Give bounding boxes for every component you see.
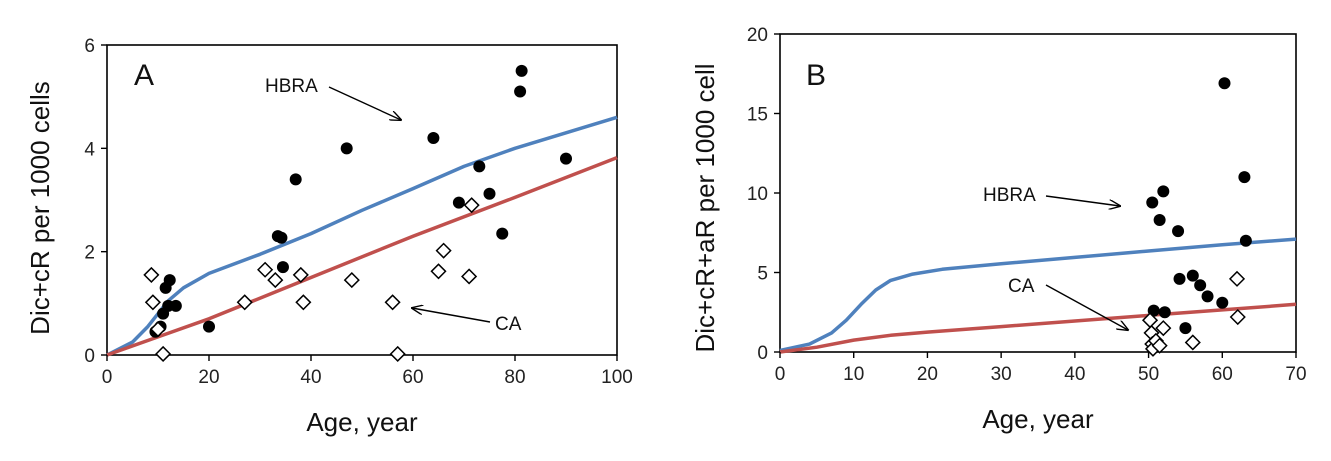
panel-b-x-tick-label: 60: [1212, 364, 1233, 385]
panel-b-y-axis-title: Dic+cR+aR per 1000 cell: [690, 63, 720, 352]
panel-b-hbra-point: [1186, 269, 1199, 282]
panel-a-hbra-point: [276, 261, 289, 274]
panel-a-plot-frame: [106, 44, 618, 356]
panel-a-hbra-point: [483, 187, 496, 200]
panel-a-x-tick-label: 80: [504, 367, 525, 388]
panel-a-x-axis-title: Age, year: [306, 407, 418, 437]
panel-a-hbra-point: [203, 320, 215, 333]
panel-a-y-tick-label: 6: [84, 36, 95, 57]
panel-b-ca-point: [1229, 308, 1246, 326]
panel-a-ca-point: [236, 294, 253, 311]
panel-a-ca-point: [435, 242, 452, 259]
panel-a-hbra-point: [340, 142, 353, 155]
panel-a-hbra-point: [496, 227, 509, 240]
panel-a-x-tick-label: 100: [601, 367, 633, 388]
panel-a-ca-arrow: [412, 308, 491, 323]
panel-b-x-tick-label: 20: [917, 364, 938, 385]
panel-a-ca-point: [155, 345, 172, 363]
panel-a-x-tick-label: 40: [300, 367, 321, 388]
panel-b-ca-arrow: [1045, 284, 1128, 330]
panel-a-hbra-point: [163, 274, 176, 287]
panel-a-ca-annotation: CA: [495, 314, 522, 335]
panel-b-ca-point: [1151, 337, 1168, 354]
panel-b-ca-annotation: CA: [1008, 276, 1035, 297]
panel-b-x-tick-label: 50: [1138, 364, 1159, 385]
panel-a-y-axis-title: Dic+cR per 1000 cells: [25, 81, 55, 335]
panel-a-ca-point: [149, 321, 167, 338]
panel-b-hbra-point: [1179, 322, 1192, 335]
panel-b-hbra-point: [1146, 196, 1159, 209]
panel-a-ca-point: [295, 294, 312, 311]
panel-b-hbra-annotation: HBRA: [983, 185, 1036, 206]
panel-b-x-tick-label: 70: [1285, 364, 1306, 385]
panel-a-hbra-point: [514, 85, 527, 98]
panel-a-hbra-point: [452, 196, 465, 209]
panel-a-x-tick-label: 0: [102, 367, 113, 388]
panel-b-hbra-arrow: [1045, 195, 1120, 206]
panel-b-hbra-point: [1216, 296, 1229, 309]
panel-b-hbra-point: [1218, 77, 1231, 90]
panel-a-ca-point: [461, 268, 478, 285]
panel-a-hbra-arrow: [328, 86, 401, 120]
panel-a-ca-point: [463, 197, 480, 214]
panel-a-ca-point: [343, 272, 360, 289]
panel-b-ca-point: [1155, 320, 1172, 337]
panel-a-hbra-point: [560, 152, 572, 165]
panel-b-hbra-point: [1158, 306, 1171, 319]
panel-a-hbra-point: [169, 299, 182, 312]
panel-b-ca-point: [1228, 270, 1246, 287]
panel-b-chart: B Age, year Dic+cR+aR per 1000 cell 0 10 2…: [690, 25, 1307, 434]
panel-a-hbra-point: [473, 160, 486, 173]
panel-b-y-tick-label: 15: [747, 105, 768, 126]
panel-b-hbra-point: [1157, 185, 1170, 198]
panel-a-ca-point: [257, 261, 274, 278]
panel-b-hbra-point: [1194, 279, 1207, 292]
panel-b-x-axis-title: Age, year: [982, 404, 1094, 434]
panel-a-hbra-point: [427, 132, 440, 144]
panel-b-x-tick-label: 30: [991, 364, 1012, 385]
panel-b-hbra-point: [1239, 234, 1252, 247]
panel-b-hbra-point: [1153, 214, 1166, 227]
panel-a-ca-curve-line: [106, 155, 618, 357]
panel-a-ca-point: [389, 345, 406, 363]
panel-b-y-tick-label: 10: [747, 184, 768, 205]
panel-b-label: B: [806, 59, 826, 92]
panel-a-ca-point: [430, 263, 447, 280]
panel-a-hbra-point: [515, 64, 528, 77]
panel-a-hbra-point: [289, 173, 302, 186]
panel-a-x-tick-label: 60: [402, 367, 423, 388]
panel-a-y-tick-label: 2: [84, 243, 95, 264]
panel-b-hbra-point: [1238, 171, 1251, 184]
panel-b-hbra-point: [1173, 272, 1186, 285]
panel-a-ca-point: [292, 266, 309, 283]
panel-a-ca-point: [384, 294, 401, 311]
panel-b-y-tick-label: 20: [747, 25, 768, 46]
panel-b-y-tick-label: 5: [757, 264, 768, 285]
panel-a-hbra-curve-line: [106, 115, 618, 357]
panel-a-hbra-annotation: HBRA: [265, 76, 318, 97]
panel-b-hbra-curve-line: [779, 237, 1297, 353]
panel-a-ca-point: [143, 266, 160, 283]
panel-a-ca-point: [144, 294, 161, 311]
panel-a-chart: A Age, year Dic+cR per 1000 cells 0 20 40 6…: [25, 36, 633, 437]
panel-b-ca-point: [1184, 334, 1201, 351]
panel-a-label: A: [134, 59, 154, 92]
panel-a-hbra-point: [275, 231, 288, 244]
panel-a-y-tick-label: 4: [84, 139, 95, 160]
panel-b-x-tick-label: 0: [775, 364, 786, 385]
panel-a-y-tick-label: 0: [84, 346, 95, 367]
panel-b-hbra-point: [1201, 290, 1214, 303]
panel-b-x-tick-label: 10: [843, 364, 864, 385]
panel-a-ca-point: [267, 272, 284, 289]
panel-b-y-tick-label: 0: [757, 343, 768, 364]
panel-b-hbra-point: [1172, 225, 1185, 238]
panel-a-x-tick-label: 20: [198, 367, 219, 388]
panel-b-x-tick-label: 40: [1064, 364, 1085, 385]
panel-b-ca-curve-line: [779, 302, 1297, 354]
